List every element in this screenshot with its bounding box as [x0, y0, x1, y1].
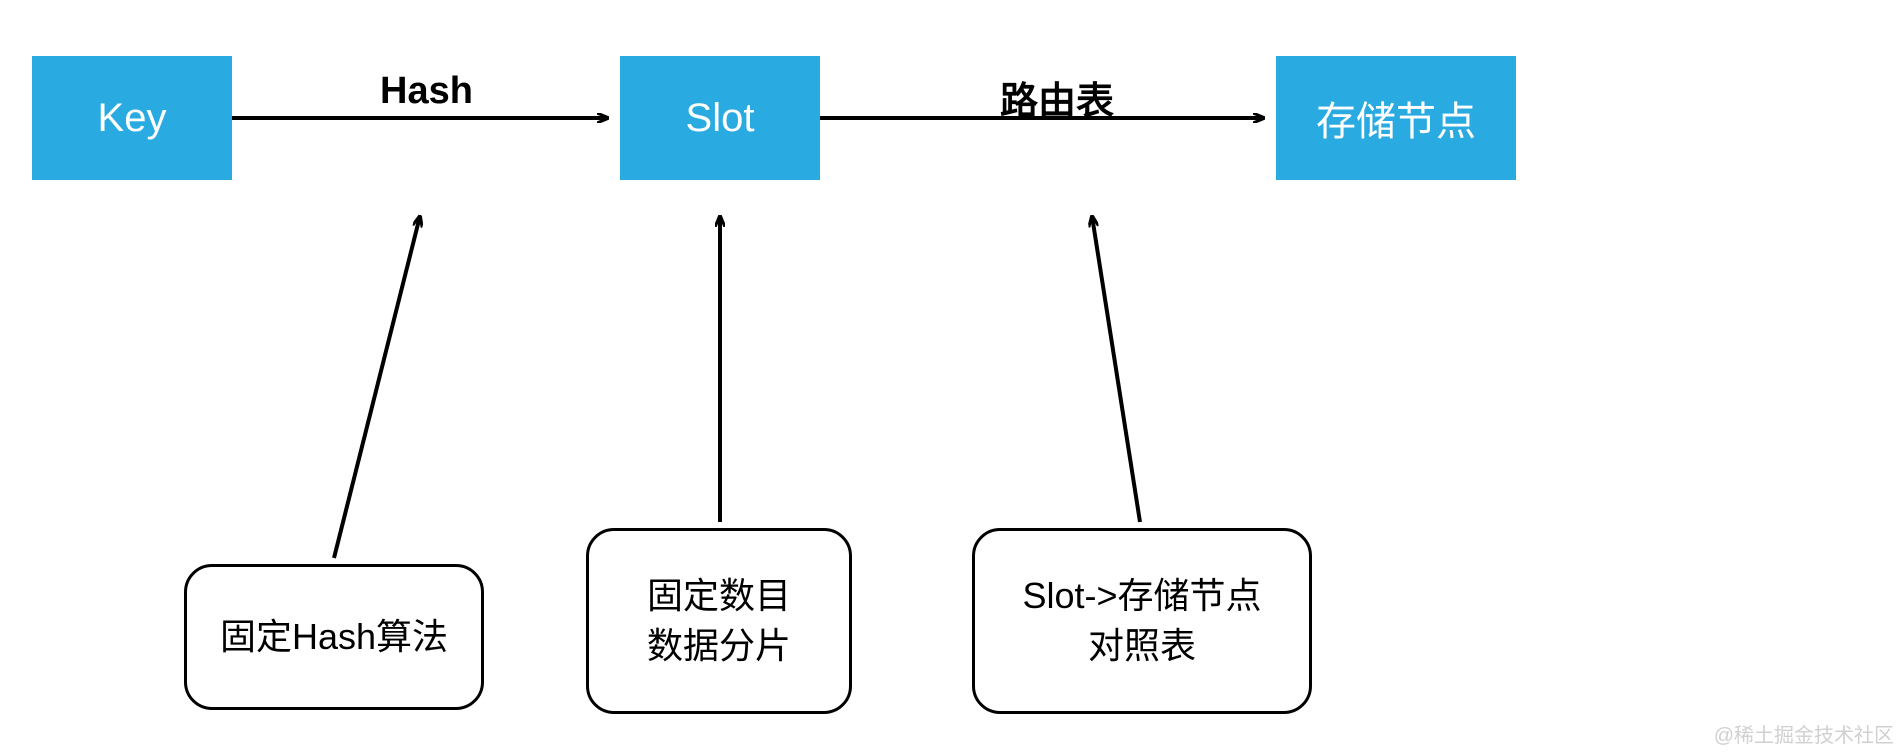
node-store: 存储节点	[1276, 56, 1516, 180]
node-key-label: Key	[98, 96, 167, 141]
node-key: Key	[32, 56, 232, 180]
diagram-canvas: Key Slot 存储节点 Hash 路由表 固定Hash算法 固定数目数据分片…	[0, 0, 1904, 754]
edge-label-route: 路由表	[1000, 70, 1114, 125]
annotation-route: Slot->存储节点对照表	[972, 528, 1312, 714]
annotation-slot-text: 固定数目数据分片	[647, 571, 791, 672]
annotation-hash: 固定Hash算法	[184, 564, 484, 710]
annotation-route-text: Slot->存储节点对照表	[1022, 571, 1261, 672]
annotation-hash-text: 固定Hash算法	[220, 612, 448, 662]
node-slot: Slot	[620, 56, 820, 180]
annotation-slot: 固定数目数据分片	[586, 528, 852, 714]
edge-label-hash: Hash	[380, 70, 473, 113]
watermark: @稀土掘金技术社区	[1714, 719, 1894, 748]
arrow-anno-hash	[334, 216, 420, 558]
node-store-label: 存储节点	[1316, 89, 1476, 147]
node-slot-label: Slot	[686, 96, 755, 141]
arrow-anno-route	[1092, 216, 1140, 522]
